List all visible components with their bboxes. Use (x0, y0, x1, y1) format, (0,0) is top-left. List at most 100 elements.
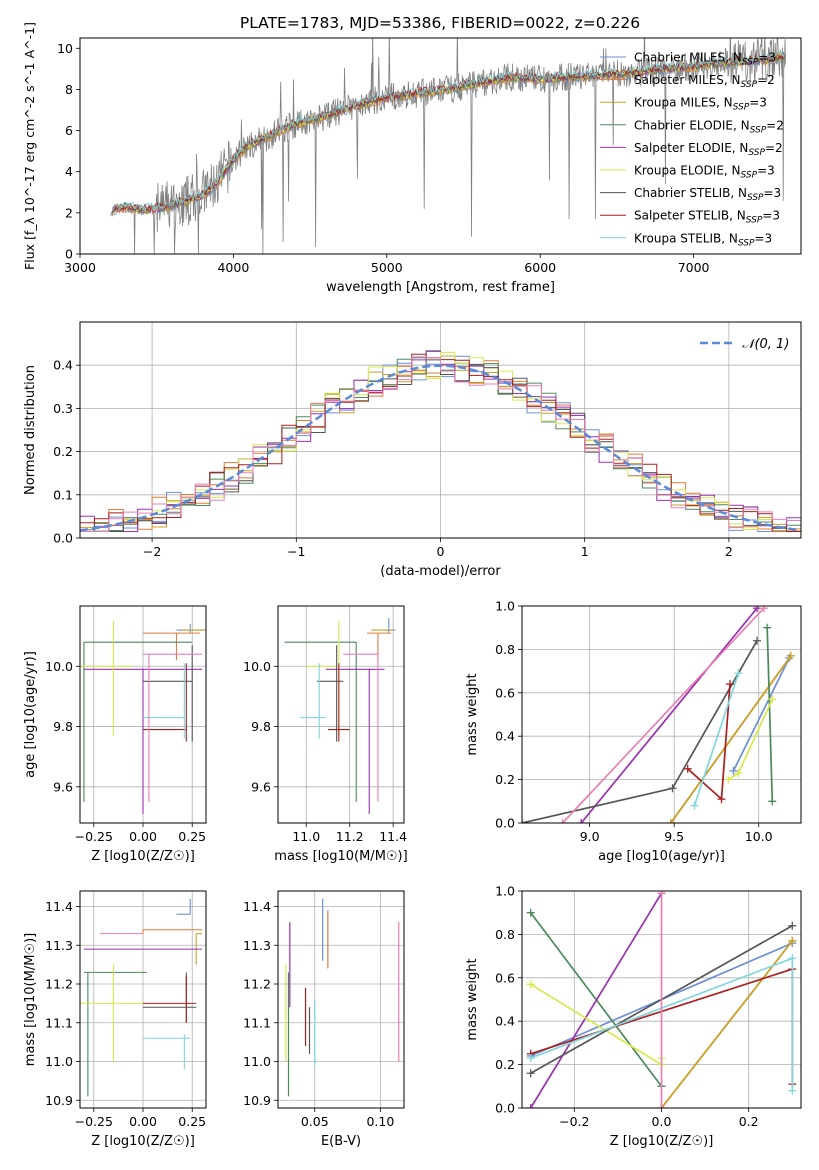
x-axis-label: age [log10(age/yr)] (598, 849, 725, 864)
legend-subscript: SSP (733, 103, 750, 113)
legend-nssp: =3 (764, 186, 782, 200)
x-tick-label: 0.05 (301, 1114, 329, 1129)
y-tick-label: 0.6 (495, 685, 515, 700)
mass-weight-marker (657, 891, 666, 898)
axes-frame (521, 605, 802, 824)
y-tick-label: 10.0 (243, 659, 271, 674)
x-axis-label: Z [log10(Z/Z☉)] (91, 1134, 195, 1149)
x-tick-label: 7000 (678, 260, 710, 275)
y-tick-label: 0.6 (495, 970, 515, 985)
mass-weight-marker (526, 908, 535, 917)
legend-label-text: Chabrier ELODIE, N (634, 118, 750, 132)
mass-weight-marker (690, 801, 699, 810)
x-tick-label: 10.0 (745, 829, 773, 844)
x-tick-label: 11.2 (336, 829, 364, 844)
mass-weight-marker (526, 1069, 535, 1078)
y-tick-label: 0.2 (53, 444, 73, 459)
panel-massweight_vs_Z: −0.2 0.0 0.2 0.0 0.2 0.4 0.6 0.8 1.0 Z [log10(Z/Z… (465, 884, 802, 1149)
mass-weight-marker (526, 980, 535, 989)
mass-weight-line (529, 892, 663, 1108)
legend-subscript: SSP (748, 148, 765, 158)
x-axis-label: wavelength [Angstrom, rest frame] (326, 280, 555, 295)
y-tick-label: 11.0 (243, 1054, 271, 1069)
x-tick-label: −0.25 (75, 829, 113, 844)
x-tick-label: 11.0 (292, 829, 320, 844)
mass-weight-marker (788, 936, 797, 945)
x-tick-label: 5000 (371, 260, 403, 275)
legend-nssp: =3 (749, 96, 767, 110)
error-point (143, 1034, 191, 1070)
x-tick-label: 3000 (64, 260, 96, 275)
panel-massweight_vs_age: 9.0 9.5 10.0 0.0 0.2 0.4 0.6 0.8 1.0 age [log10(a… (465, 599, 802, 864)
normal-distribution-line (80, 364, 801, 532)
legend-nssp: =2 (765, 141, 783, 155)
error-point (83, 971, 147, 1097)
legend-label-text: Salpeter ELODIE, N (634, 141, 748, 155)
y-tick-label: 1.0 (495, 599, 515, 614)
y-tick-label: 10 (57, 41, 73, 56)
mass-weight-marker (788, 954, 797, 963)
error-point (143, 663, 185, 739)
x-axis-label: Z [log10(Z/Z☉)] (610, 1134, 714, 1149)
error-point (343, 653, 379, 802)
mass-weight-marker (768, 695, 777, 704)
mass-weight-marker (788, 921, 797, 930)
legend-nssp: =3 (754, 231, 772, 245)
plot-area-mass_vs_EBV (285, 898, 400, 1097)
y-tick-label: 11.2 (45, 977, 73, 992)
error-point (143, 663, 187, 742)
mass-weight-marker (734, 769, 743, 778)
legend-label: Salpeter STELIB, NSSP=3 (634, 209, 780, 226)
legend-nssp: =3 (758, 51, 776, 65)
axes-frame (79, 37, 802, 255)
legend-label-text: Kroupa STELIB, N (634, 231, 738, 245)
legend-label-text: Salpeter STELIB, N (634, 209, 746, 223)
spectrum-data-line (110, 38, 787, 254)
x-tick-label: −0.25 (75, 1114, 113, 1129)
y-tick-label: 10.9 (243, 1093, 271, 1108)
x-tick-label: 0.25 (178, 829, 206, 844)
y-tick-label: 0 (65, 247, 73, 262)
legend-label: Salpeter MILES, NSSP=2 (634, 73, 775, 90)
x-tick-label: 9.0 (580, 829, 600, 844)
x-tick-label: 0.00 (129, 829, 157, 844)
y-tick-label: 10.0 (45, 659, 73, 674)
panel-mass_vs_EBV: 0.05 0.10 10.9 11.0 11.1 11.2 11.3 11.4 E(B-V) (243, 890, 405, 1149)
x-tick-label: −2 (143, 544, 161, 559)
mass-weight-line (670, 655, 792, 823)
axes-frame (277, 605, 405, 824)
mass-weight-marker (657, 1104, 666, 1108)
plot-area-age_vs_Z (80, 621, 206, 814)
legend-nssp: =2 (766, 118, 784, 132)
y-tick-label: 11.1 (243, 1015, 271, 1030)
y-tick-label: 4 (65, 164, 73, 179)
error-point (325, 668, 385, 814)
legend-subscript: SSP (741, 171, 758, 181)
x-tick-label: 9.5 (664, 829, 684, 844)
x-axis-label: E(B-V) (321, 1134, 361, 1149)
panel-residuals: −2 −1 0 1 2 0.0 0.1 0.2 0.3 0.4 (data-model)/error… (23, 321, 802, 579)
panel-age_vs_Z: −0.25 0.00 0.25 9.6 9.8 10.0 Z [log10(Z/Z☉)] ag… (23, 605, 207, 864)
y-tick-label: 0.2 (495, 1057, 515, 1072)
x-tick-label: 0.10 (366, 1114, 394, 1129)
legend-label: Chabrier ELODIE, NSSP=2 (634, 118, 784, 135)
panel-age_vs_mass: 11.0 11.2 11.4 9.6 9.8 10.0 mass [log10(M/M☉)] (243, 605, 408, 864)
mass-weight-line (766, 627, 774, 802)
legend-label: Kroupa ELODIE, NSSP=3 (634, 164, 775, 181)
y-tick-label: 1.0 (495, 884, 515, 899)
y-axis-label: mass [log10(M/M☉)] (23, 933, 38, 1066)
error-point (384, 618, 396, 634)
y-tick-label: 11.0 (45, 1054, 73, 1069)
legend-label-text: Salpeter MILES, N (634, 73, 741, 87)
panel-spectrum: 3000 4000 5000 6000 7000 0 2 4 6 8 10 wavelength [A… (22, 22, 802, 295)
legend-nssp: =2 (757, 73, 775, 87)
mass-weight-line (732, 657, 790, 772)
y-tick-label: 9.6 (251, 779, 271, 794)
x-tick-label: 6000 (524, 260, 556, 275)
y-axis-label: age [log10(age/yr)] (23, 651, 38, 778)
plot-area-massweight_vs_Z (526, 891, 797, 1108)
plot-area-massweight_vs_age (522, 606, 795, 823)
legend-label-text: Chabrier MILES, N (634, 51, 742, 65)
mass-weight-line (687, 684, 731, 801)
y-tick-label: 0.0 (495, 1101, 515, 1116)
